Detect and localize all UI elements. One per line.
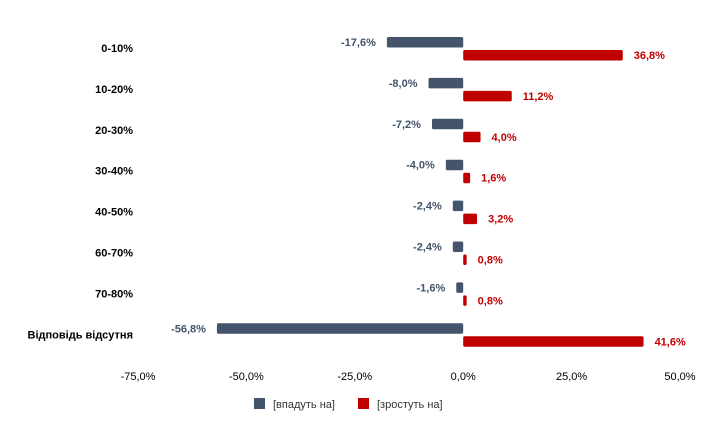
bar-decline xyxy=(428,77,464,89)
data-label-increase: 0,8% xyxy=(478,295,503,307)
x-tick-label: 0,0% xyxy=(451,371,476,383)
bar-increase xyxy=(463,213,478,225)
bar-decline xyxy=(216,323,464,334)
bar-decline xyxy=(431,118,464,130)
category-label: 0-10% xyxy=(101,43,133,55)
data-label-increase: 3,2% xyxy=(488,214,513,226)
bar-decline xyxy=(445,159,464,171)
bar-increase xyxy=(463,90,512,102)
data-label-decline: -56,8% xyxy=(171,323,206,335)
category-label: Відповідь відсутня xyxy=(28,329,133,341)
data-label-increase: 36,8% xyxy=(634,50,665,62)
bar-decline xyxy=(456,282,464,293)
bar-increase xyxy=(463,295,467,306)
x-tick-label: -50,0% xyxy=(229,371,264,383)
data-label-increase: 11,2% xyxy=(523,91,554,103)
data-label-increase: 41,6% xyxy=(655,336,686,348)
data-label-increase: 1,6% xyxy=(481,173,506,185)
category-label: 60-70% xyxy=(95,248,133,260)
legend-label: [зростуть на] xyxy=(377,399,443,411)
bar-increase xyxy=(463,336,644,347)
legend-label: [впадуть на] xyxy=(273,399,335,411)
x-tick-label: 25,0% xyxy=(556,371,587,383)
category-label: 20-30% xyxy=(95,125,133,137)
legend-swatch xyxy=(358,398,369,409)
bar-decline xyxy=(452,200,464,212)
data-label-increase: 4,0% xyxy=(492,132,517,144)
data-label-decline: -7,2% xyxy=(392,119,421,131)
data-label-decline: -17,6% xyxy=(341,37,376,49)
x-tick-label: 50,0% xyxy=(664,371,695,383)
bar-decline xyxy=(386,37,464,48)
data-label-decline: -1,6% xyxy=(417,282,446,294)
bar-decline xyxy=(452,241,464,252)
category-label: 10-20% xyxy=(95,84,133,96)
legend-swatch xyxy=(254,398,265,409)
data-label-decline: -2,4% xyxy=(413,242,442,254)
data-label-decline: -4,0% xyxy=(406,160,435,172)
data-label-decline: -8,0% xyxy=(389,78,418,90)
x-tick-label: -25,0% xyxy=(337,371,372,383)
category-label: 70-80% xyxy=(95,288,133,300)
bar-increase xyxy=(463,131,481,143)
bar-increase xyxy=(463,254,467,265)
category-label: 40-50% xyxy=(95,207,133,219)
data-label-increase: 0,8% xyxy=(478,255,503,267)
bar-increase xyxy=(463,50,623,61)
category-label: 30-40% xyxy=(95,166,133,178)
x-tick-label: -75,0% xyxy=(121,371,156,383)
data-label-decline: -2,4% xyxy=(413,201,442,213)
bar-increase xyxy=(463,172,471,184)
